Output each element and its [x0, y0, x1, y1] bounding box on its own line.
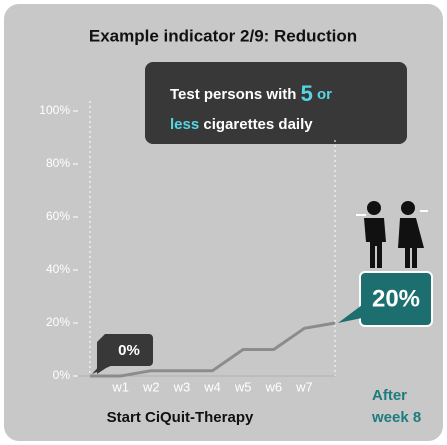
data-label: 20%	[372, 285, 420, 312]
y-tick-label: 80%	[46, 156, 70, 170]
callout-box	[145, 62, 407, 144]
x-tick-label: w7	[295, 379, 313, 394]
y-tick-label: 40%	[46, 262, 70, 276]
people-icon	[356, 201, 428, 268]
label-bubble	[359, 271, 433, 327]
y-tick-label: 0%	[53, 368, 71, 382]
end-label: week 8	[371, 409, 421, 426]
y-tick-label: 20%	[46, 315, 70, 329]
callout-text: Test persons with	[170, 86, 296, 103]
x-tick-label: w2	[142, 379, 160, 394]
x-tick-label: w1	[111, 379, 129, 394]
y-tick-label: 100%	[39, 103, 70, 117]
x-tick-label: w5	[234, 379, 252, 394]
start-label: Start CiQuit-Therapy	[107, 409, 254, 426]
callout-line: less cigarettes daily	[170, 116, 313, 133]
x-tick-label: w6	[264, 379, 282, 394]
bubble-tail	[338, 305, 362, 323]
data-label: 0%	[118, 342, 140, 359]
line	[90, 321, 336, 378]
end-label: After	[372, 387, 407, 404]
callout-text: cigarettes daily	[203, 116, 313, 133]
callout-text: less	[170, 116, 199, 133]
bubble-tail	[92, 352, 120, 374]
x-tick-label: w3	[173, 379, 191, 394]
callout-line: Test persons with 5 or	[170, 81, 332, 106]
y-tick-label: 60%	[46, 209, 70, 223]
chart-title: Example indicator 2/9: Reduction	[89, 26, 357, 45]
callout-text: or	[317, 86, 332, 103]
x-tick-label: w4	[203, 379, 221, 394]
callout-number: 5	[301, 81, 313, 106]
